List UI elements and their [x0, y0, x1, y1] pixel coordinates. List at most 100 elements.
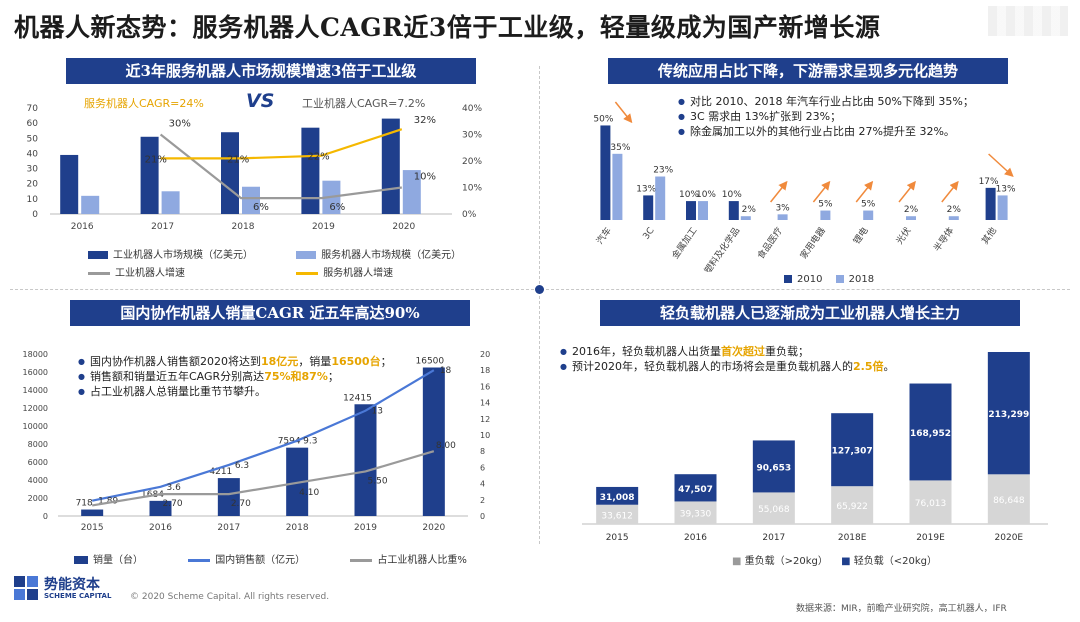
cobot-units-bar [217, 478, 240, 516]
x-tick-label: 2016 [684, 533, 707, 543]
y-tick-label: 10000 [23, 422, 48, 431]
y-tick-label: 0 [43, 512, 48, 521]
panel4-bullet: 2016年，轻负载机器人出货量首次超过重负载； [560, 344, 895, 359]
cagr-industrial-label: 工业机器人CAGR=7.2% [302, 97, 426, 110]
x-tick-label: 2017 [217, 523, 240, 533]
service-growth-line [160, 128, 403, 160]
panel3-legend: 销量（台） 国内销售额（亿元） 占工业机器人比重% [74, 551, 467, 566]
logo-cn: 势能资本 [44, 577, 100, 593]
industrial-growth-label: 6% [329, 202, 345, 213]
industrial-growth-label: 30% [169, 119, 191, 130]
share-2018-label: 5% [861, 200, 876, 210]
y2-tick-label: 20% [462, 157, 482, 167]
y-tick-label: 14000 [23, 386, 48, 395]
y2-tick-label: 12 [480, 415, 490, 424]
industrial-growth-label: 10% [414, 172, 436, 183]
heavy-payload-label: 33,612 [601, 511, 633, 521]
category-label: 汽车 [594, 225, 614, 247]
y-tick-label: 70 [27, 104, 39, 114]
share-2018-bar [777, 214, 788, 220]
trend-arrow-icon [988, 153, 1014, 178]
panel2-legend: 2010 2018 [784, 274, 874, 285]
share-2018-bar [820, 210, 831, 220]
y-tick-label: 6000 [28, 458, 48, 467]
top-right-watermark [988, 6, 1068, 36]
y-tick-label: 12000 [23, 404, 48, 413]
y2-tick-label: 20 [480, 350, 490, 359]
light-payload-label: 90,653 [756, 463, 791, 473]
panel2-bullet: 3C 需求由 13%扩张到 23%； [678, 109, 974, 124]
panel1-legend: 工业机器人市场规模（亿美元） 服务机器人市场规模（亿美元） 工业机器人增速 服务… [88, 246, 508, 282]
share-2018-label: 13% [996, 184, 1016, 194]
cobot-units-bar [354, 404, 377, 516]
legend-service-growth: 服务机器人增速 [296, 268, 393, 279]
category-label: 3C [642, 226, 657, 242]
panel4-bullets: 2016年，轻负载机器人出货量首次超过重负载； 预计2020年，轻负载机器人的市… [560, 344, 895, 374]
x-tick-label: 2019 [354, 523, 377, 533]
light-payload-bar [831, 413, 874, 487]
data-source: 数据来源：MIR，前瞻产业研究院，高工机器人，IFR [796, 604, 1007, 614]
category-label: 其他 [979, 225, 999, 247]
legend-2018: 2018 [835, 274, 874, 285]
service-growth-label: 32% [414, 115, 436, 126]
share-2018-label: 2% [947, 205, 962, 215]
light-payload-bar [674, 474, 717, 502]
service-growth-label: 22% [307, 152, 329, 163]
y2-tick-label: 0 [480, 512, 485, 521]
legend-heavy: ■ 重负载（>20kg） [732, 556, 828, 567]
light-payload-bar [909, 383, 952, 481]
share-2018-label: 23% [653, 166, 673, 176]
market-size-chart: 0 10 20 30 40 50 60 70 0% 10% 20% 30% 40% 2016 2017 201… [27, 104, 483, 232]
share-2018-bar [997, 195, 1008, 220]
panel3-bullet: 销售额和销量近五年CAGR分别高达75%和87%； [78, 369, 392, 384]
y-tick-label: 4000 [28, 476, 48, 485]
industrial-size-bar [221, 132, 239, 214]
payload-shipments-chart: 33,612 31,008 2015 39,330 47,507 2016 55,068 90… [582, 352, 1048, 543]
share-2010-bar [985, 187, 996, 220]
x-tick-label: 2019E [916, 533, 945, 543]
cobot-revenue-label: 9.3 [303, 437, 317, 447]
panel4-legend: ■ 重负载（>20kg） ■ 轻负载（<20kg） [732, 552, 937, 567]
light-payload-bar [987, 352, 1030, 475]
panel1-banner: 近3年服务机器人市场规模增速3倍于工业级 [66, 58, 476, 84]
heavy-payload-label: 55,068 [758, 505, 790, 515]
x-tick-label: 2016 [149, 523, 172, 533]
y-tick-label: 16000 [23, 368, 48, 377]
x-tick-label: 2020E [995, 533, 1024, 543]
legend-industrial-growth: 工业机器人增速 [88, 264, 293, 279]
trend-arrow-icon [898, 180, 916, 203]
category-label: 光伏 [893, 225, 913, 247]
trend-arrow-icon [770, 180, 788, 203]
cobot-share-line [91, 450, 435, 507]
x-tick-label: 2018 [286, 523, 309, 533]
y-tick-label: 30 [27, 165, 39, 175]
industrial-size-bar [60, 154, 79, 214]
service-growth-label: 21% [227, 154, 249, 165]
y-tick-label: 8000 [28, 440, 48, 449]
heavy-payload-bar [674, 501, 717, 524]
share-2018-bar [863, 210, 874, 220]
cobot-units-bar [149, 500, 172, 516]
cobot-revenue-label: 13 [372, 407, 383, 417]
trend-arrow-icon [812, 180, 831, 203]
industrial-size-bar [301, 127, 320, 214]
cobot-units-label: 16500 [416, 357, 445, 367]
trend-arrow-icon [941, 180, 959, 203]
share-2010-label: 50% [593, 114, 613, 124]
x-tick-label: 2016 [71, 222, 94, 232]
heavy-payload-label: 39,330 [680, 510, 712, 520]
divider-center-dot [535, 285, 544, 294]
cobot-revenue-label: 18 [440, 366, 452, 376]
light-payload-bar [596, 486, 639, 505]
legend-light: ■ 轻负载（<20kg） [841, 556, 937, 567]
panel2-bullet: 对比 2010、2018 年汽车行业占比由 50%下降到 35%； [678, 94, 974, 109]
cobot-share-label: 8.00 [436, 441, 456, 451]
y2-tick-label: 16 [480, 382, 490, 391]
light-payload-label: 31,008 [600, 493, 635, 503]
cobot-revenue-label: 6.3 [235, 461, 249, 471]
cobot-share-label: 5.50 [368, 476, 388, 486]
share-2018-bar [698, 201, 708, 220]
panel4-banner: 轻负载机器人已逐渐成为工业机器人增长主力 [600, 300, 1020, 326]
heavy-payload-bar [752, 492, 795, 524]
service-size-bar [402, 170, 421, 214]
